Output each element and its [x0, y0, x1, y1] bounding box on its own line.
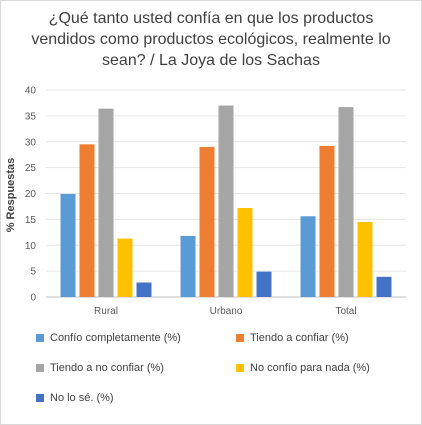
- legend-item: Tiendo a no confiar (%): [36, 362, 164, 374]
- legend-swatch: [36, 334, 44, 342]
- y-axis-label: % Respuestas: [5, 158, 17, 233]
- x-tick-label: Rural: [94, 306, 118, 317]
- legend-label: Tiendo a no confiar (%): [50, 362, 164, 374]
- bar: [60, 194, 76, 297]
- y-axis-ticks: 0 5 10 15 20 25 30 35 40: [25, 86, 37, 304]
- x-axis-ticks: Rural Urbano Total: [94, 306, 357, 317]
- y-tick-label: 25: [25, 163, 37, 174]
- bar: [79, 144, 95, 297]
- chart-title: ¿Qué tanto usted confía en que los produ…: [31, 10, 391, 69]
- legend-label: No confío para nada (%): [250, 362, 370, 374]
- y-tick-label: 15: [25, 215, 37, 226]
- bar: [199, 146, 215, 297]
- bar: [338, 107, 354, 297]
- bar: [256, 271, 272, 297]
- bar: [180, 235, 196, 297]
- legend-swatch: [236, 334, 244, 342]
- bar: [300, 216, 316, 297]
- legend-swatch: [36, 394, 44, 402]
- legend-label: No lo sé. (%): [50, 392, 114, 404]
- bar: [136, 282, 152, 297]
- y-tick-label: 5: [30, 267, 36, 278]
- legend-item: Tiendo a confiar (%): [236, 332, 349, 344]
- bar: [98, 108, 114, 297]
- bar: [376, 276, 392, 297]
- legend-item: No confío para nada (%): [236, 362, 370, 374]
- x-tick-label: Total: [335, 306, 356, 317]
- legend-label: Confío completamente (%): [50, 332, 181, 344]
- bar: [319, 145, 335, 297]
- y-tick-label: 0: [30, 293, 36, 304]
- y-tick-label: 20: [25, 189, 37, 200]
- bars: [60, 105, 392, 298]
- bar: [218, 105, 234, 298]
- y-tick-label: 35: [25, 111, 37, 122]
- bar: [357, 221, 373, 297]
- legend-item: No lo sé. (%): [36, 392, 114, 404]
- legend-swatch: [236, 364, 244, 372]
- y-tick-label: 30: [25, 137, 37, 148]
- legend-label: Tiendo a confiar (%): [250, 332, 349, 344]
- legend-item: Confío completamente (%): [36, 332, 181, 344]
- y-tick-label: 40: [25, 86, 37, 97]
- x-tick-label: Urbano: [210, 306, 243, 317]
- y-tick-label: 10: [25, 241, 37, 252]
- bar: [117, 238, 133, 297]
- bar: [237, 207, 253, 297]
- legend-swatch: [36, 364, 44, 372]
